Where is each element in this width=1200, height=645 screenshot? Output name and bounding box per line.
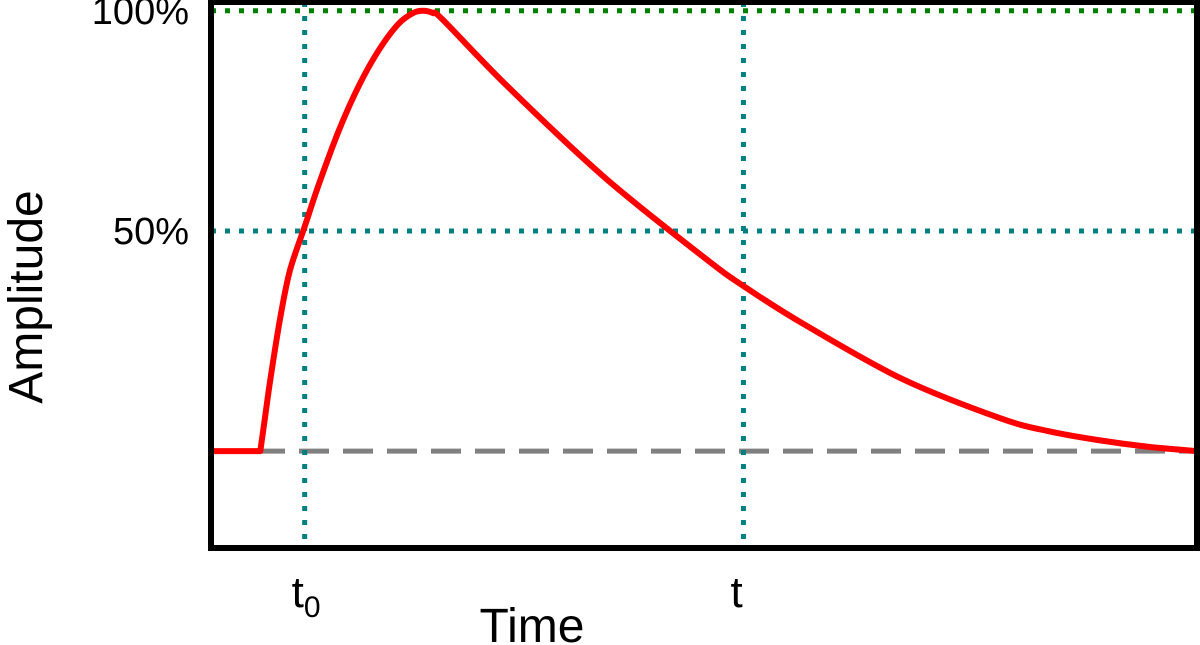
x-axis-label: Time (480, 600, 585, 645)
amplitude-curve-layer (208, 7, 1200, 455)
amplitude-curve (208, 7, 1200, 455)
plot-frame-layer (208, 0, 1200, 551)
y-tick-label-100: 100% (92, 0, 189, 33)
y-axis-label: Amplitude (0, 190, 53, 403)
labels-layer: 50% 100% t0 t Time Amplitude (0, 0, 743, 645)
time-marker-label-1: t (730, 568, 742, 617)
time-marker-label-0: t0 (292, 568, 321, 624)
plot-frame (208, 0, 1200, 551)
reference-lines (211, 2, 1197, 548)
y-tick-label-50: 50% (113, 211, 189, 253)
